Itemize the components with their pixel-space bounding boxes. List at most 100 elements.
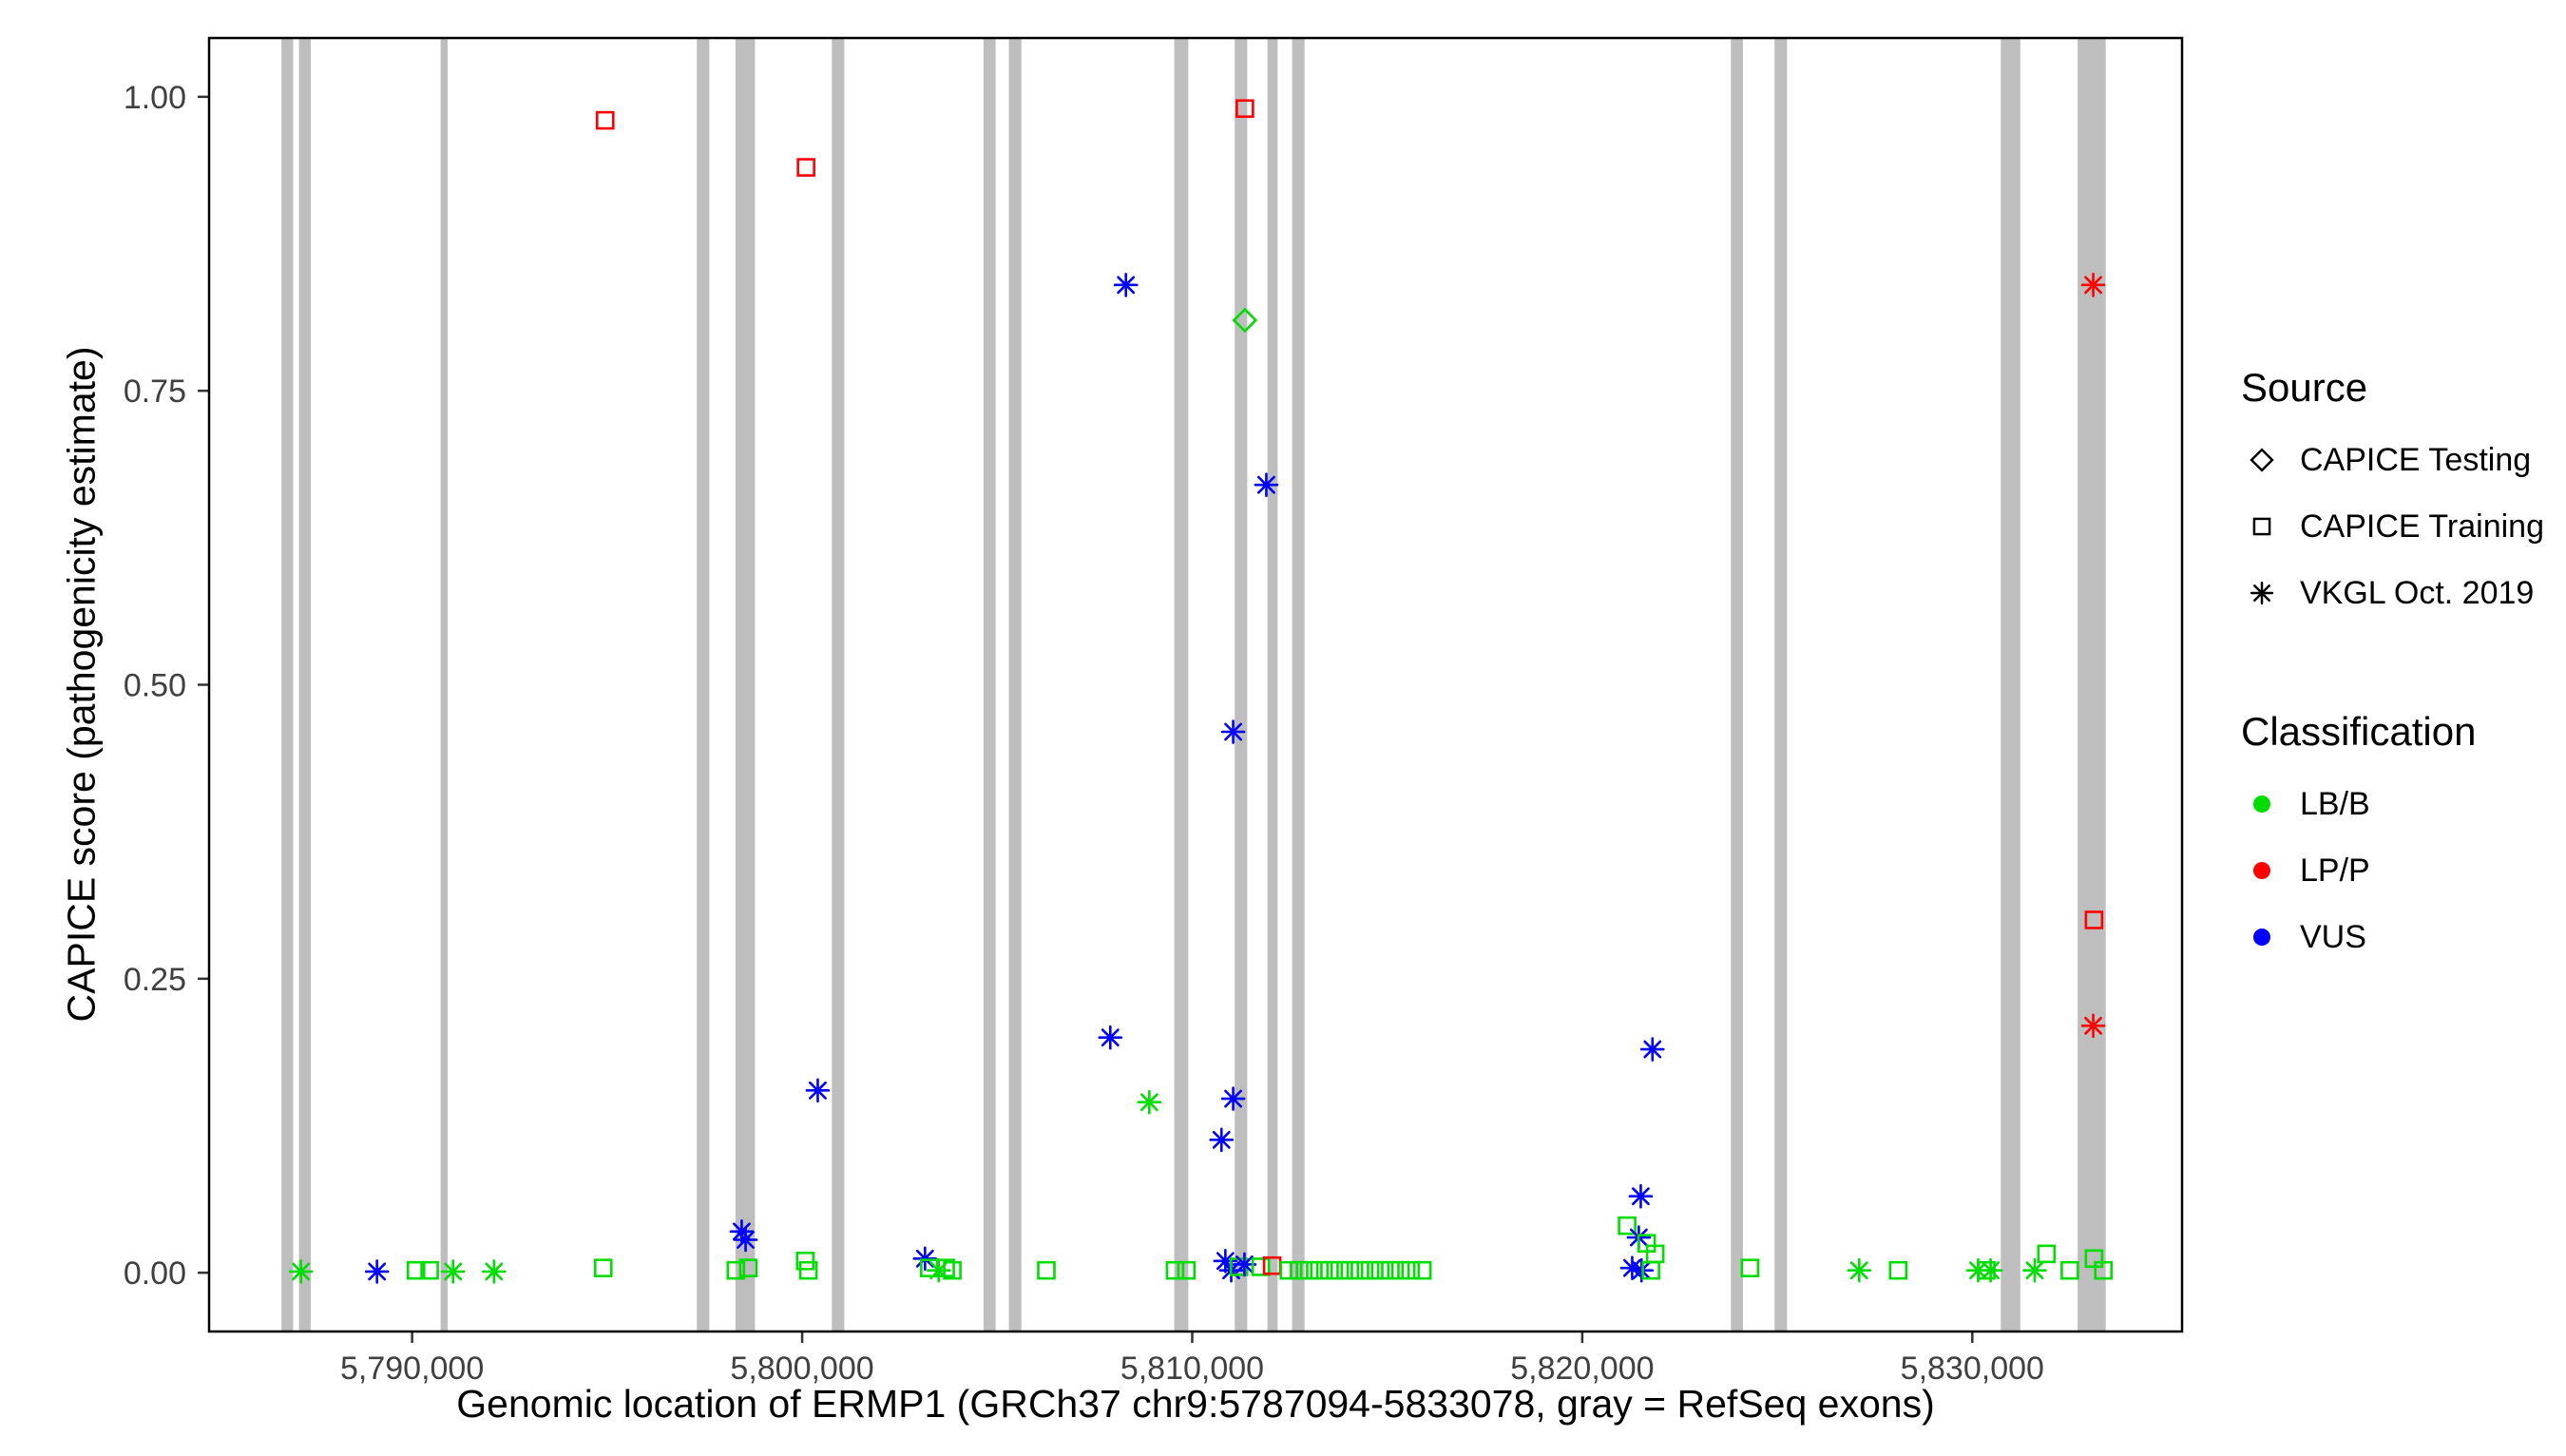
data-point-square <box>1370 1260 1390 1280</box>
x-tick-label: 5,810,000 <box>1120 1351 1264 1387</box>
exon-bar <box>2078 38 2106 1331</box>
x-tick-label: 5,790,000 <box>340 1351 484 1387</box>
data-point-square <box>2060 1260 2079 1280</box>
legend-label: VKGL Oct. 2019 <box>2300 574 2535 611</box>
diamond-icon <box>2250 448 2274 472</box>
data-point-square <box>420 1260 439 1280</box>
data-point-square <box>795 1251 815 1271</box>
legend-dot <box>2253 862 2270 879</box>
data-point-asterisk <box>2080 1013 2106 1039</box>
data-point-square <box>1310 1260 1330 1280</box>
exon-bar <box>697 38 710 1331</box>
capice-score-chart: 5,790,000 5,800,000 5,810,000 5,820,000 5,83… <box>38 15 2566 1441</box>
data-point-square <box>1177 1260 1197 1280</box>
data-point-asterisk <box>1629 1257 1655 1283</box>
legend: Source CAPICE Testing CAPICE Training VKGL… <box>2241 365 2566 1053</box>
exon-bar <box>983 38 996 1331</box>
panel-border <box>207 36 2184 1333</box>
data-point-square <box>1235 99 1254 119</box>
asterisk-icon <box>2250 581 2274 605</box>
data-point-square <box>1350 1260 1369 1280</box>
legend-label: LP/P <box>2300 852 2370 889</box>
data-point-square <box>2252 517 2271 536</box>
data-point-square <box>1618 1216 1637 1236</box>
data-point-asterisk <box>1098 1025 1123 1050</box>
exon-bar <box>1292 38 1305 1331</box>
data-point-square <box>798 1260 818 1280</box>
data-point-square <box>1251 1257 1271 1276</box>
exon-bar <box>832 38 845 1331</box>
legend-label: CAPICE Testing <box>2300 441 2532 478</box>
data-point-asterisk <box>1137 1089 1162 1115</box>
data-point-square <box>1299 1260 1319 1280</box>
legend-item-lb-b: LB/B <box>2241 783 2566 825</box>
data-point-square <box>1645 1244 1665 1264</box>
data-point-asterisk <box>1220 719 1246 744</box>
legend-source-section: Source CAPICE Testing CAPICE Training VKGL… <box>2241 365 2566 639</box>
legend-item-lp-p: LP/P <box>2241 850 2566 891</box>
data-point-asterisk <box>1639 1037 1665 1062</box>
legend-classification-title: Classification <box>2241 709 2477 754</box>
data-point-square <box>2084 1249 2104 1269</box>
data-point-asterisk <box>1978 1257 2003 1283</box>
data-point-square <box>1360 1260 1380 1280</box>
data-point-diamond <box>1232 307 1258 334</box>
exon-bar <box>1235 38 1248 1331</box>
legend-classification-items: LB/B LP/P VUS <box>2241 783 2566 958</box>
y-tick-label: 1.00 <box>124 80 186 116</box>
data-point-asterisk <box>805 1078 831 1103</box>
data-point-square <box>726 1260 746 1280</box>
data-point-asterisk <box>2250 581 2274 605</box>
x-tick-label: 5,830,000 <box>1901 1351 2044 1387</box>
x-tick-label: 5,820,000 <box>1510 1351 1654 1387</box>
dot-icon <box>2253 929 2270 946</box>
y-tick-label: 0.50 <box>124 668 186 704</box>
data-point-square <box>1740 1258 1760 1277</box>
data-point-square <box>1330 1260 1350 1280</box>
exon-bar <box>281 38 294 1331</box>
data-point-square <box>738 1258 758 1277</box>
legend-label: CAPICE Training <box>2300 508 2544 545</box>
data-point-square <box>2094 1260 2114 1280</box>
data-point-asterisk <box>2080 273 2106 297</box>
plot-area: 5,790,000 5,800,000 5,810,000 5,820,000 5,83… <box>124 36 2184 1387</box>
data-point-asterisk <box>1220 1086 1246 1111</box>
data-point-square <box>2084 910 2104 929</box>
y-tick-label: 0.75 <box>124 374 186 410</box>
data-point-square <box>1888 1260 1908 1280</box>
y-tick-label: 0.25 <box>124 962 186 998</box>
data-point-square <box>406 1260 426 1280</box>
data-point-square <box>2037 1244 2057 1264</box>
data-point-asterisk <box>733 1227 758 1253</box>
data-point-square <box>595 110 615 130</box>
legend-dot <box>2253 795 2270 813</box>
data-point-square <box>796 158 815 177</box>
exon-bar <box>2001 38 2020 1331</box>
data-point-asterisk <box>482 1259 507 1284</box>
data-point-asterisk <box>364 1259 390 1284</box>
legend-label: LB/B <box>2300 785 2370 822</box>
data-point-square <box>943 1260 962 1280</box>
exon-bar <box>1267 38 1278 1331</box>
exon-bar <box>1174 38 1189 1331</box>
dot-icon <box>2253 862 2270 879</box>
legend-classification-section: Classification LB/B LP/P VUS <box>2241 709 2566 983</box>
data-point-asterisk <box>288 1259 314 1284</box>
data-point-square <box>1340 1260 1360 1280</box>
legend-item-capice-testing: CAPICE Testing <box>2241 439 2566 481</box>
data-point-asterisk <box>729 1219 755 1244</box>
legend-item-capice-training: CAPICE Training <box>2241 506 2566 547</box>
exon-bar <box>1731 38 1743 1331</box>
data-point-asterisk <box>1847 1257 1872 1283</box>
y-tick-label: 0.00 <box>124 1255 186 1292</box>
legend-source-title: Source <box>2241 365 2368 410</box>
data-point-square <box>1290 1260 1309 1280</box>
data-point-square <box>1165 1260 1185 1280</box>
data-point-square <box>1320 1260 1339 1280</box>
data-point-square <box>1390 1260 1410 1280</box>
data-point-asterisk <box>1209 1127 1235 1153</box>
x-axis-title: Genomic location of ERMP1 (GRCh37 chr9:5… <box>456 1382 1935 1426</box>
legend-item-vus: VUS <box>2241 916 2566 958</box>
exon-bar <box>735 38 756 1331</box>
exon-bar <box>1774 38 1788 1331</box>
